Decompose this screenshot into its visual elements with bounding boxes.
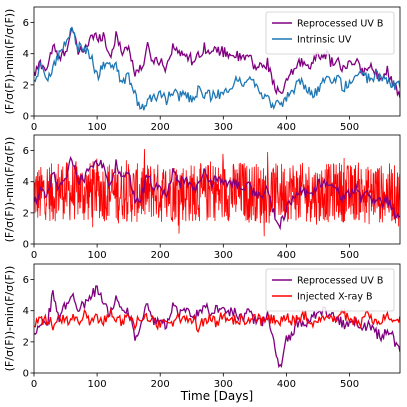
legend-box [265, 11, 395, 55]
x-tick-label: 500 [340, 379, 359, 390]
x-tick-label: 200 [151, 122, 170, 133]
chart-panel-3: 0 100 200 300 400 500 0 2 4 6 (F/σ(F))-min(F/σ(F))… [3, 263, 401, 403]
x-tick-label: 300 [214, 379, 233, 390]
axes-frame [33, 263, 401, 374]
series-line-reprocessed-uv-b [34, 285, 400, 369]
y-tick-label: 6 [23, 18, 29, 29]
series-line-injected-x-ray-b [34, 307, 400, 334]
legend-label: Intrinsic UV [297, 35, 352, 46]
y-axis-label: (F/σ(F))-min(F/σ(F)) [3, 9, 16, 115]
x-tick-label: 200 [151, 250, 170, 261]
x-tick-label: 500 [340, 250, 359, 261]
legend: Reprocessed UV B Intrinsic UV [265, 11, 395, 55]
y-tick-label: 6 [23, 275, 29, 286]
y-tick-label: 2 [23, 337, 29, 348]
x-tick-label: 400 [277, 379, 296, 390]
y-tick-label: 4 [23, 177, 29, 188]
y-tick-label: 4 [23, 306, 29, 317]
x-tick-label: 0 [31, 122, 37, 133]
legend-label: Reprocessed UV B [297, 276, 383, 287]
y-tick-label: 4 [23, 49, 29, 60]
x-tick-label: 0 [31, 379, 37, 390]
axes-frame [33, 6, 401, 117]
plot-area [34, 26, 400, 111]
x-tick-label: 500 [340, 122, 359, 133]
series-line-intrinsic-uv [34, 26, 400, 111]
series-line-noise [34, 148, 400, 237]
legend-label: Reprocessed UV B [297, 19, 383, 30]
plot-area [34, 285, 400, 369]
x-tick-label: 200 [151, 379, 170, 390]
x-tick-label: 0 [31, 250, 37, 261]
x-tick-label: 400 [277, 250, 296, 261]
series-line-reprocessed-uv-b [34, 27, 400, 99]
y-axis-label: (F/σ(F))-min(F/σ(F)) [3, 137, 16, 243]
axes-frame [33, 134, 401, 245]
x-tick-label: 300 [214, 250, 233, 261]
x-tick-label: 400 [277, 122, 296, 133]
legend-label: Injected X-ray B [297, 292, 373, 303]
x-tick-label: 100 [88, 122, 107, 133]
x-tick-label: 300 [214, 122, 233, 133]
x-tick-label: 100 [88, 379, 107, 390]
series-line-trace-1 [34, 155, 400, 231]
chart-panel-1: 0 100 200 300 400 500 0 2 4 6 (F/σ(F))-min(F/σ(F))… [3, 6, 401, 133]
y-tick-label: 0 [23, 112, 29, 123]
y-tick-label: 2 [23, 208, 29, 219]
y-tick-label: 6 [23, 146, 29, 157]
legend: Reprocessed UV B Injected X-ray B [265, 268, 395, 312]
chart-panel-2: 0 100 200 300 400 500 0 2 4 6 (F/σ(F))-min(F/σ(F)) [3, 134, 401, 261]
y-tick-label: 2 [23, 80, 29, 91]
plot-area [34, 148, 400, 237]
y-tick-label: 0 [23, 240, 29, 251]
x-tick-label: 100 [88, 250, 107, 261]
y-axis-label: (F/σ(F))-min(F/σ(F)) [3, 266, 16, 372]
y-tick-label: 0 [23, 369, 29, 380]
legend-box [265, 268, 395, 312]
x-axis-label: Time [Days] [180, 389, 254, 403]
